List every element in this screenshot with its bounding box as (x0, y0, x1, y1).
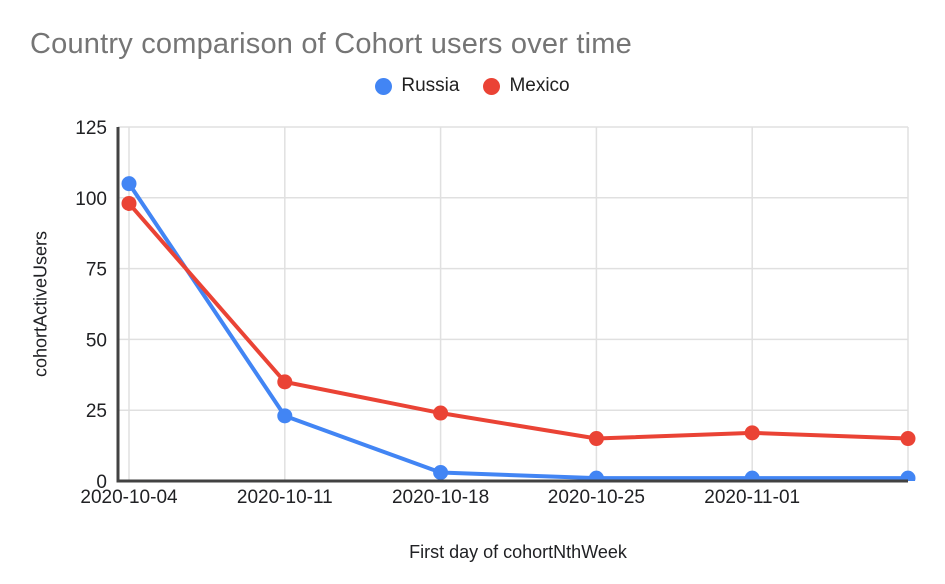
y-tick-label: 125 (75, 118, 107, 139)
data-point-mexico[interactable] (744, 425, 760, 441)
legend: Russia Mexico (0, 74, 945, 98)
legend-item-mexico[interactable]: Mexico (483, 75, 570, 97)
chart-title: Country comparison of Cohort users over … (30, 28, 632, 60)
series-line-russia (127, 181, 910, 481)
series-line-mexico (127, 201, 910, 441)
data-point-mexico[interactable] (121, 195, 137, 211)
legend-label: Russia (401, 75, 460, 96)
y-axis-title: cohortActiveUsers (30, 230, 51, 378)
data-point-russia[interactable] (588, 470, 604, 486)
data-point-mexico[interactable] (588, 431, 604, 447)
legend-item-russia[interactable]: Russia (375, 75, 459, 97)
legend-label: Mexico (509, 75, 570, 96)
data-point-mexico[interactable] (277, 374, 293, 390)
x-tick-label: 2020-10-11 (237, 487, 333, 508)
data-point-russia[interactable] (900, 470, 916, 486)
y-tick-label: 50 (86, 330, 107, 351)
data-point-russia[interactable] (121, 176, 137, 192)
y-tick-label: 0 (96, 472, 107, 493)
data-point-russia[interactable] (744, 470, 760, 486)
y-tick-label: 25 (86, 401, 107, 422)
data-point-russia[interactable] (277, 408, 293, 424)
x-tick-label: 2020-10-04 (80, 487, 178, 508)
data-point-russia[interactable] (433, 465, 449, 481)
y-tick-label: 100 (75, 189, 107, 210)
legend-swatch-russia (375, 77, 393, 95)
legend-swatch-mexico (483, 77, 501, 95)
x-tick-label: 2020-10-18 (392, 487, 489, 508)
x-axis-title: First day of cohortNthWeek (409, 542, 627, 562)
y-tick-label: 75 (86, 260, 107, 281)
x-tick-label: 2020-11-01 (704, 487, 800, 508)
x-tick-label: 2020-10-25 (548, 487, 645, 508)
data-point-mexico[interactable] (433, 405, 449, 421)
data-point-mexico[interactable] (900, 431, 916, 447)
